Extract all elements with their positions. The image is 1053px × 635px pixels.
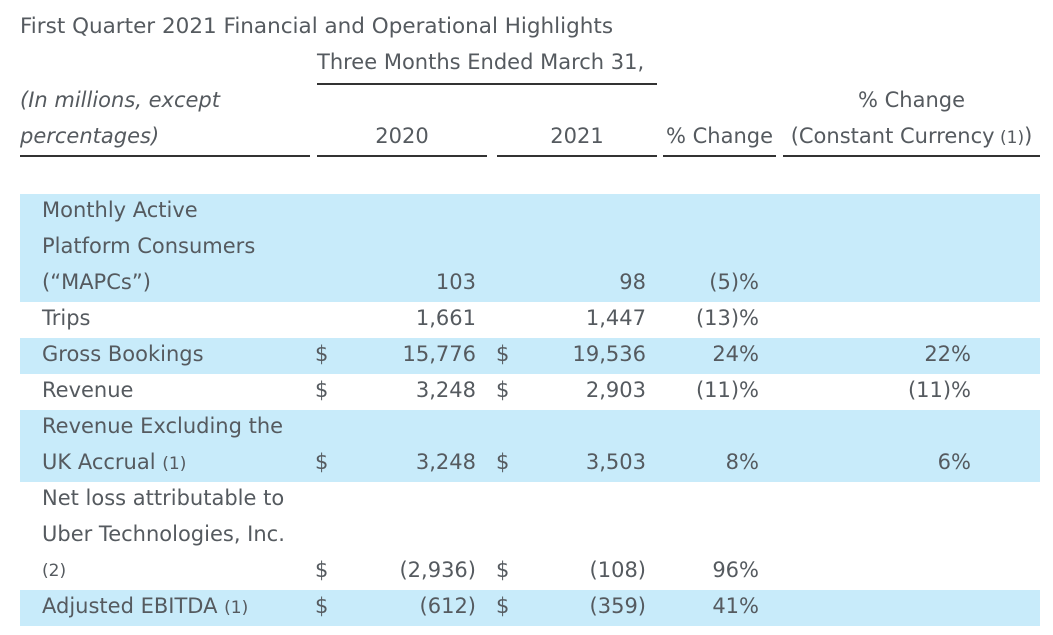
row-band-mapcs bbox=[20, 194, 1040, 302]
value-2020-net-loss: (2,936) bbox=[399, 558, 476, 582]
revenue-ex-uk-footnote: (1) bbox=[162, 454, 187, 474]
row-label-trips: Trips bbox=[42, 306, 91, 330]
units-underline bbox=[20, 155, 310, 157]
value-2021-adjusted-ebitda: (359) bbox=[589, 594, 646, 618]
row-band-gross-bookings bbox=[20, 338, 1040, 374]
currency-2021-revenue: $ bbox=[496, 378, 510, 402]
row-label-revenue-ex-uk-line2: UK Accrual (1) bbox=[42, 450, 186, 474]
value-2021-revenue: 2,903 bbox=[585, 378, 646, 402]
value-2021-net-loss: (108) bbox=[589, 558, 646, 582]
row-label-adjusted-ebitda: Adjusted EBITDA (1) bbox=[42, 594, 248, 618]
period-header: Three Months Ended March 31, bbox=[317, 50, 645, 74]
row-label-revenue: Revenue bbox=[42, 378, 134, 402]
currency-2020-revenue: $ bbox=[315, 378, 329, 402]
row-label-mapcs-line3: (“MAPCs”) bbox=[42, 270, 151, 294]
currency-2021-adjusted-ebitda: $ bbox=[496, 594, 510, 618]
row-label-net-loss-line1: Net loss attributable to bbox=[42, 486, 285, 510]
change-mapcs: (5)% bbox=[709, 270, 759, 294]
change-adjusted-ebitda: 41% bbox=[712, 594, 759, 618]
cc-footnote-ref: (1) bbox=[995, 128, 1025, 148]
currency-2021-revenue-ex-uk: $ bbox=[496, 450, 510, 474]
row-band-adjusted-ebitda bbox=[20, 590, 1040, 626]
cc-header-text: (Constant Currency bbox=[790, 124, 995, 148]
cc-change-revenue-ex-uk: 6% bbox=[937, 450, 971, 474]
change-revenue: (11)% bbox=[695, 378, 759, 402]
currency-2020-revenue-ex-uk: $ bbox=[315, 450, 329, 474]
revenue-ex-uk-text: UK Accrual bbox=[42, 450, 156, 474]
cc-footnote-text: (1) bbox=[1000, 128, 1025, 148]
column-2021-underline bbox=[497, 155, 657, 157]
currency-2021-gross-bookings: $ bbox=[496, 342, 510, 366]
page-title: First Quarter 2021 Financial and Operati… bbox=[20, 14, 614, 39]
value-2020-mapcs: 103 bbox=[435, 270, 476, 294]
column-2020-underline bbox=[317, 155, 487, 157]
column-header-cc-line1: % Change bbox=[857, 88, 966, 112]
value-2021-trips: 1,447 bbox=[585, 306, 646, 330]
cc-change-revenue: (11)% bbox=[907, 378, 971, 402]
adjusted-ebitda-footnote: (1) bbox=[224, 598, 249, 618]
change-gross-bookings: 24% bbox=[712, 342, 759, 366]
column-header-cc-line2: (Constant Currency (1)) bbox=[783, 124, 1040, 148]
adjusted-ebitda-text: Adjusted EBITDA bbox=[42, 594, 218, 618]
column-header-2020: 2020 bbox=[375, 124, 429, 148]
units-label-line2: percentages) bbox=[20, 124, 160, 148]
change-net-loss: 96% bbox=[712, 558, 759, 582]
column-cc-underline bbox=[783, 155, 1040, 157]
row-label-mapcs-line1: Monthly Active bbox=[42, 198, 198, 222]
row-label-mapcs-line2: Platform Consumers bbox=[42, 234, 256, 258]
value-2020-revenue: 3,248 bbox=[415, 378, 476, 402]
units-label-line1: (In millions, except bbox=[20, 88, 220, 112]
value-2021-mapcs: 98 bbox=[619, 270, 646, 294]
net-loss-footnote: (2) bbox=[42, 561, 67, 581]
currency-2020-gross-bookings: $ bbox=[315, 342, 329, 366]
value-2020-adjusted-ebitda: (612) bbox=[419, 594, 476, 618]
currency-2020-net-loss: $ bbox=[315, 558, 329, 582]
row-label-gross-bookings: Gross Bookings bbox=[42, 342, 204, 366]
column-header-change: % Change bbox=[665, 124, 774, 148]
value-2020-revenue-ex-uk: 3,248 bbox=[415, 450, 476, 474]
value-2021-revenue-ex-uk: 3,503 bbox=[585, 450, 646, 474]
row-label-revenue-ex-uk-line1: Revenue Excluding the bbox=[42, 414, 284, 438]
value-2020-trips: 1,661 bbox=[415, 306, 476, 330]
value-2020-gross-bookings: 15,776 bbox=[402, 342, 476, 366]
row-band-revenue-ex-uk bbox=[20, 410, 1040, 482]
currency-2020-adjusted-ebitda: $ bbox=[315, 594, 329, 618]
column-header-2021: 2021 bbox=[550, 124, 604, 148]
row-label-net-loss-line2: Uber Technologies, Inc. bbox=[42, 522, 285, 546]
value-2021-gross-bookings: 19,536 bbox=[572, 342, 646, 366]
change-trips: (13)% bbox=[695, 306, 759, 330]
period-underline bbox=[317, 83, 657, 85]
cc-change-gross-bookings: 22% bbox=[924, 342, 971, 366]
change-revenue-ex-uk: 8% bbox=[725, 450, 759, 474]
cc-header-close: ) bbox=[1024, 124, 1033, 148]
currency-2021-net-loss: $ bbox=[496, 558, 510, 582]
column-change-underline bbox=[663, 155, 776, 157]
